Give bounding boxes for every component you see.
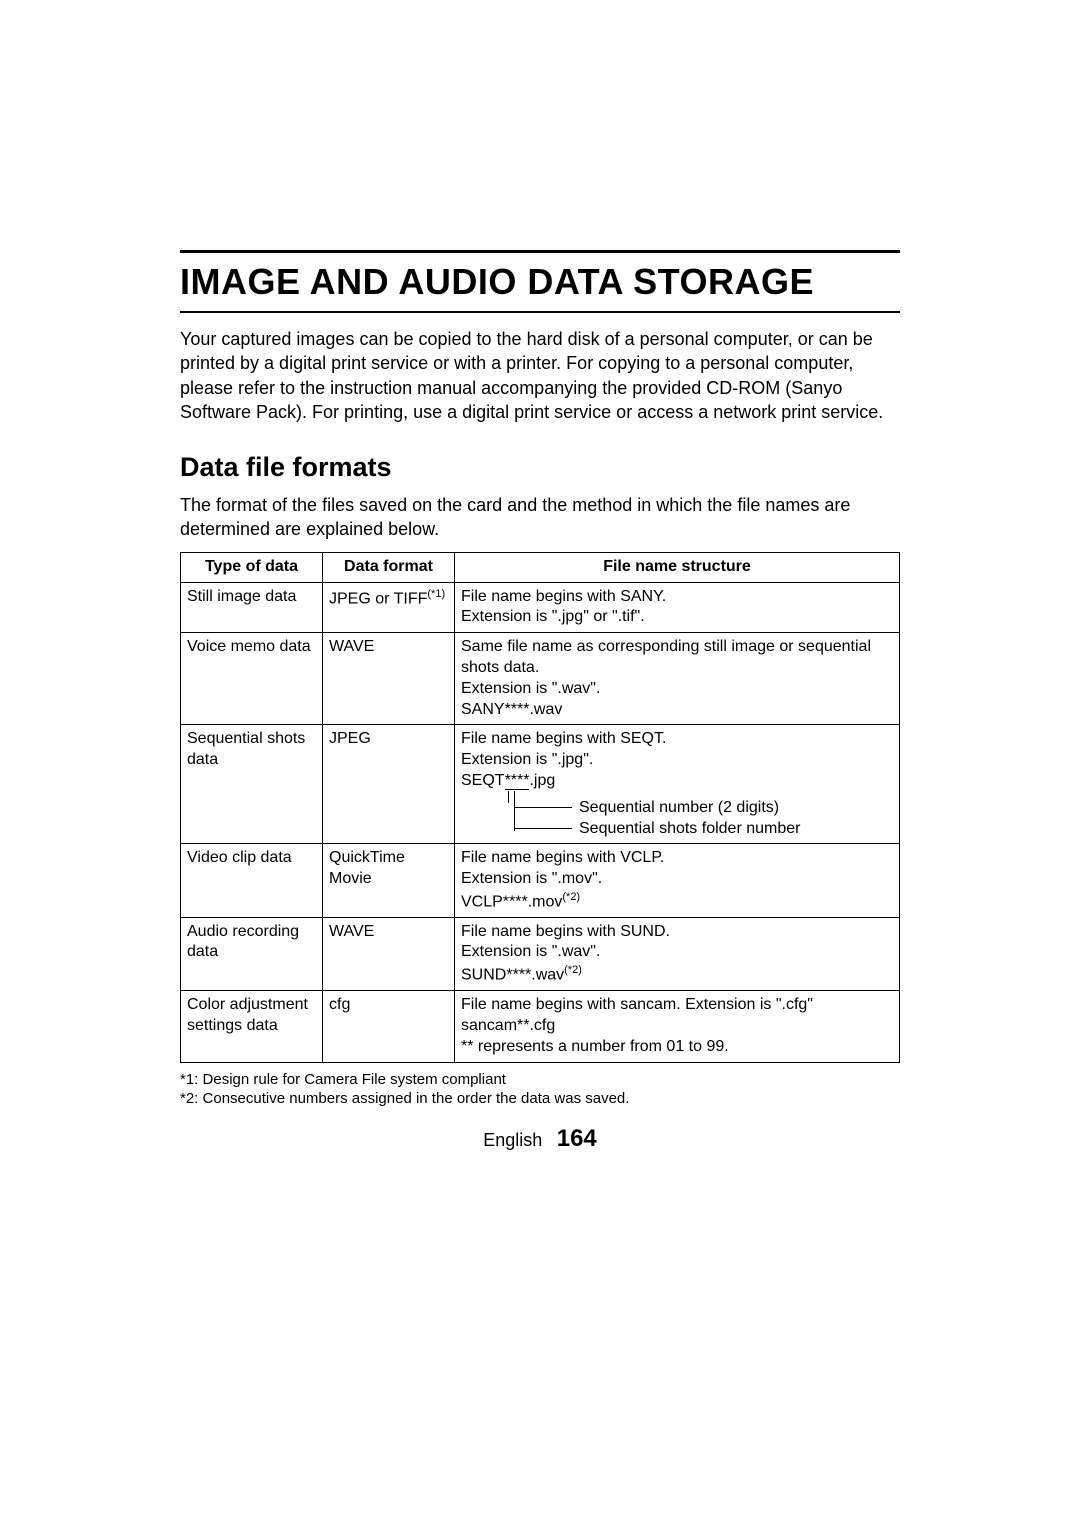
- footnote: *1: Design rule for Camera File system c…: [180, 1071, 900, 1088]
- diagram-label: Sequential shots folder number: [579, 819, 800, 840]
- cell-format: WAVE: [323, 633, 455, 725]
- intro-paragraph: Your captured images can be copied to th…: [180, 327, 900, 424]
- structure-line: sancam**.cfg: [461, 1017, 555, 1034]
- cell-format: WAVE: [323, 917, 455, 991]
- document-page: IMAGE AND AUDIO DATA STORAGE Your captur…: [0, 0, 1080, 1107]
- code-suffix: .jpg: [529, 772, 555, 789]
- footnote: *2: Consecutive numbers assigned in the …: [180, 1090, 900, 1107]
- table-row: Audio recording data WAVE File name begi…: [181, 917, 900, 991]
- table-row: Color adjustment settings data cfg File …: [181, 991, 900, 1062]
- cell-format: cfg: [323, 991, 455, 1062]
- section-heading: Data file formats: [180, 452, 900, 483]
- structure-line: File name begins with SEQT.: [461, 730, 666, 747]
- structure-line: SUND****.wav: [461, 967, 564, 984]
- cell-format: JPEG: [323, 725, 455, 844]
- cell-structure: File name begins with VCLP. Extension is…: [455, 843, 900, 917]
- title-rule-top: [180, 250, 900, 253]
- table-header-row: Type of data Data format File name struc…: [181, 552, 900, 582]
- code-underline-a: **: [505, 772, 517, 790]
- table-row: Voice memo data WAVE Same file name as c…: [181, 633, 900, 725]
- format-sup: (*1): [427, 588, 445, 600]
- structure-line: VCLP****.mov: [461, 893, 562, 910]
- code-underline-b: **: [517, 772, 529, 790]
- diagram-line: [508, 791, 509, 803]
- cell-structure: Same file name as corresponding still im…: [455, 633, 900, 725]
- cell-format: QuickTime Movie: [323, 843, 455, 917]
- cell-type: Color adjustment settings data: [181, 991, 323, 1062]
- structure-line: File name begins with sancam. Extension …: [461, 996, 813, 1013]
- cell-structure: File name begins with SUND. Extension is…: [455, 917, 900, 991]
- format-text: JPEG or TIFF: [329, 590, 427, 607]
- table-row: Still image data JPEG or TIFF(*1) File n…: [181, 582, 900, 633]
- structure-line: File name begins with SUND.: [461, 923, 670, 940]
- cell-type: Still image data: [181, 582, 323, 633]
- structure-line: File name begins with SANY.: [461, 588, 666, 605]
- cell-type: Voice memo data: [181, 633, 323, 725]
- cell-structure: File name begins with sancam. Extension …: [455, 991, 900, 1062]
- diagram-code: SEQT****.jpg: [461, 771, 555, 792]
- page-title: IMAGE AND AUDIO DATA STORAGE: [180, 261, 900, 303]
- diagram-line: [514, 791, 515, 831]
- structure-line: ** represents a number from 01 to 99.: [461, 1038, 729, 1055]
- structure-sup: (*2): [564, 964, 582, 976]
- structure-line: Extension is ".jpg" or ".tif".: [461, 608, 645, 625]
- diagram-line: [514, 807, 572, 808]
- structure-sup: (*2): [562, 891, 580, 903]
- footer-page-number: 164: [557, 1125, 597, 1152]
- table-row: Video clip data QuickTime Movie File nam…: [181, 843, 900, 917]
- structure-line: Extension is ".wav".: [461, 680, 600, 697]
- col-header-format: Data format: [323, 552, 455, 582]
- structure-line: SANY****.wav: [461, 701, 562, 718]
- diagram-line: [514, 828, 572, 829]
- cell-structure: File name begins with SEQT. Extension is…: [455, 725, 900, 844]
- structure-line: File name begins with VCLP.: [461, 849, 664, 866]
- cell-type: Sequential shots data: [181, 725, 323, 844]
- filename-diagram: SEQT****.jpg Sequential number (2 digits…: [461, 771, 893, 839]
- cell-type: Audio recording data: [181, 917, 323, 991]
- col-header-structure: File name structure: [455, 552, 900, 582]
- structure-line: Extension is ".wav".: [461, 943, 600, 960]
- col-header-type: Type of data: [181, 552, 323, 582]
- cell-structure: File name begins with SANY. Extension is…: [455, 582, 900, 633]
- structure-line: Extension is ".mov".: [461, 870, 602, 887]
- title-rule-bottom: [180, 311, 900, 313]
- footer-language: English: [483, 1130, 542, 1150]
- footnotes: *1: Design rule for Camera File system c…: [180, 1071, 900, 1107]
- structure-line: Same file name as corresponding still im…: [461, 638, 871, 676]
- diagram-label: Sequential number (2 digits): [579, 798, 779, 819]
- section-description: The format of the files saved on the car…: [180, 493, 900, 542]
- structure-line: Extension is ".jpg".: [461, 751, 593, 768]
- cell-type: Video clip data: [181, 843, 323, 917]
- code-prefix: SEQT: [461, 772, 505, 789]
- table-row: Sequential shots data JPEG File name beg…: [181, 725, 900, 844]
- page-footer: English 164: [0, 1125, 1080, 1153]
- data-formats-table: Type of data Data format File name struc…: [180, 552, 900, 1063]
- cell-format: JPEG or TIFF(*1): [323, 582, 455, 633]
